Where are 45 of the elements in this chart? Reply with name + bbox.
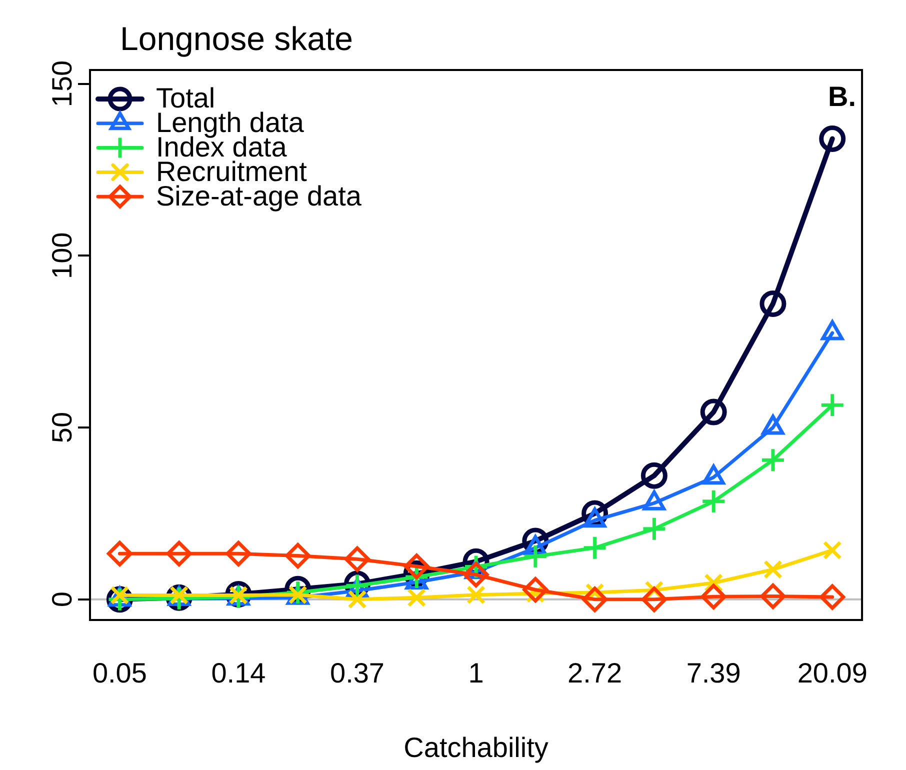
x-tick-label: 0.37 <box>330 658 384 689</box>
point <box>700 398 727 426</box>
point <box>643 518 666 540</box>
point <box>819 126 846 152</box>
point <box>166 540 192 566</box>
point <box>466 585 486 604</box>
point <box>285 542 311 568</box>
point <box>820 584 846 610</box>
point <box>700 584 726 610</box>
y-tick-label: 0 <box>46 592 78 608</box>
x-tick-label: 1 <box>468 658 484 689</box>
y-tick-label: 100 <box>46 232 78 279</box>
point <box>704 573 724 592</box>
legend-label: Size-at-age data <box>156 180 362 212</box>
point <box>404 554 430 580</box>
y-tick-label: 150 <box>46 60 78 108</box>
x-axis-title: Catchability <box>404 732 548 763</box>
point <box>582 586 608 612</box>
x-tick-label: 0.14 <box>211 658 266 689</box>
point <box>522 577 548 602</box>
point <box>760 584 786 610</box>
legend-label: Total <box>156 82 216 114</box>
point <box>226 540 252 566</box>
point <box>822 540 842 560</box>
point <box>641 586 667 612</box>
point <box>106 540 132 566</box>
chart-title: Longnose skate <box>120 20 354 57</box>
point <box>524 545 546 568</box>
annotation: B. <box>828 81 856 112</box>
point <box>821 394 844 416</box>
point <box>407 588 426 608</box>
x-tick-label: 20.09 <box>797 658 868 689</box>
point <box>348 590 367 609</box>
y-tick-label: 50 <box>46 412 78 444</box>
point <box>344 546 370 572</box>
point <box>640 462 668 489</box>
point <box>763 560 782 579</box>
point <box>463 562 489 588</box>
x-tick-label: 2.72 <box>568 658 622 689</box>
point <box>762 449 784 472</box>
point <box>760 290 786 317</box>
point <box>702 490 725 512</box>
x-tick-label: 0.05 <box>92 658 147 689</box>
x-tick-label: 7.39 <box>686 658 741 689</box>
point <box>584 536 606 559</box>
